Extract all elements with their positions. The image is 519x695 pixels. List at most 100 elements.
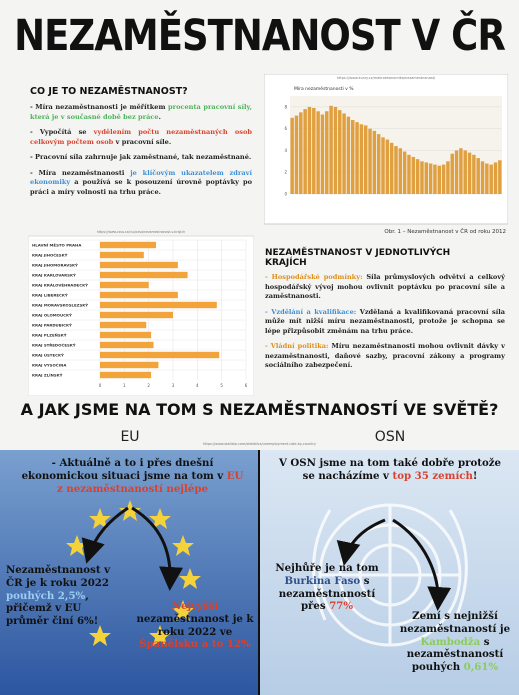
category-label: KRAJ ZLÍNSKÝ [32, 373, 63, 378]
bar [381, 137, 385, 194]
bar [100, 311, 173, 319]
bar [100, 361, 159, 369]
osn-right: Zemí s nejnižší nezaměstnaností je Kambo… [395, 610, 515, 674]
category-label: KRAJ ÚSTECKÝ [32, 353, 64, 358]
bar [428, 163, 433, 194]
world-source: https://www.statista.com/statistics/unem… [203, 442, 316, 446]
category-label: KRAJ PLZEŇSKÝ [32, 333, 67, 338]
intro-section: CO JE TO NEZAMĚSTNANOST? - Míra nezaměst… [30, 86, 252, 203]
bar [100, 301, 217, 309]
bar [100, 271, 188, 279]
bar [325, 111, 329, 194]
text: nezaměstnanost je k roku 2022 ve [136, 612, 254, 638]
category-label: KRAJ MORAVSKOSLEZSKÝ [32, 303, 88, 308]
text: v pracovní síle. [113, 137, 172, 146]
x-tick-label: 5 [220, 383, 223, 388]
bar [389, 142, 394, 194]
bar [320, 114, 325, 194]
highlight: 77% [329, 600, 354, 613]
text: - Vypočítá se [30, 128, 94, 137]
bar [441, 164, 446, 194]
eu-panel [0, 450, 259, 695]
bar [424, 162, 429, 194]
osn-top: V OSN jsme na tom také dobře protože se … [275, 457, 505, 483]
y-tick-label: 4 [284, 148, 287, 153]
text: Vzdělaná a kvalifikovaná pracovní síla m… [265, 307, 505, 335]
text: V OSN jsme na tom také dobře protože se … [278, 457, 502, 482]
bar [100, 341, 154, 349]
category-label: KRAJ KARLOVARSKÝ [32, 273, 76, 278]
bar [411, 156, 416, 194]
un-emblem [312, 503, 468, 647]
bar [485, 163, 489, 194]
bar [100, 261, 178, 269]
text: - Pracovní síla zahrnuje jak zaměstnané,… [30, 153, 252, 162]
bar [100, 241, 156, 249]
category-label: KRAJ JIHOČESKÝ [32, 253, 68, 258]
bar [294, 115, 299, 194]
bar [338, 110, 342, 194]
x-tick-label: 6 [245, 383, 248, 388]
osn-label: OSN [374, 429, 406, 445]
y-tick-label: 2 [284, 170, 287, 175]
highlight: procenta pracovní síly, která je v souča… [30, 103, 252, 121]
bar [316, 111, 320, 194]
bar [355, 122, 359, 194]
text: - Míra nezaměstnanosti je měřítkem [30, 103, 168, 111]
bar [394, 146, 398, 194]
bar [433, 164, 437, 194]
bullet: - Hospodářské podmínky: Síla průmyslovýc… [265, 273, 505, 302]
category-label: KRAJ OLOMOUCKÝ [32, 313, 72, 318]
text: - Míra nezaměstnanosti [30, 168, 131, 177]
bar [450, 153, 454, 194]
trend-chart: https://www.kurzy.cz/makroekonomika/neza… [264, 74, 508, 235]
text: a používá se k posouzení úrovně poptávky… [30, 178, 252, 196]
bullet-label: - Vzdělání a kvalifikace: [265, 307, 357, 316]
bar [333, 106, 338, 194]
x-tick-label: 3 [172, 383, 175, 388]
bullet: - Vládní politika: Míru nezaměstnanosti … [265, 342, 505, 371]
osn-left: Nejhůře je na tom Burkina Faso s nezaměs… [272, 562, 382, 613]
bar [437, 165, 441, 194]
text: . [158, 112, 161, 121]
bar [398, 148, 403, 194]
paragraph: - Míra nezaměstnanosti je měřítkem proce… [30, 103, 252, 122]
bar [100, 291, 178, 299]
bar [407, 154, 411, 194]
category-label: KRAJ LIBERECKÝ [32, 293, 68, 298]
bar [415, 159, 420, 194]
bar [459, 148, 463, 194]
eu-label: EU [120, 429, 140, 445]
highlight: Španělsku a to 12% [139, 638, 251, 651]
highlight: je klíčovým ukazatelem zdraví ekonomiky [30, 168, 252, 187]
text: s nezaměstnaností pouhých [406, 635, 504, 674]
paragraph: - Vypočítá se vydělením počtu nezaměstna… [30, 128, 252, 147]
highlight: pouhých 2,5% [6, 589, 86, 602]
bar [100, 371, 152, 379]
chart-title: Míra nezaměstnanosti v % [294, 85, 354, 92]
chart-caption: Obr. 1 – Nezaměstnanost v ČR od roku 201… [384, 228, 506, 235]
bar [100, 321, 147, 329]
y-tick-label: 8 [284, 104, 287, 109]
paragraph: - Míra nezaměstnanosti je klíčovým ukaza… [30, 169, 252, 198]
bar [402, 151, 407, 194]
category-label: HLAVNÍ MĚSTO PRAHA [32, 243, 81, 248]
bar [385, 139, 390, 194]
poster-title: NEZAMĚSTNANOST V ČR [14, 10, 506, 61]
world-heading: A JAK JSME NA TOM S NEZAMĚSTNANOSTÍ VE S… [20, 400, 499, 419]
text: Nejhůře je na tom [275, 562, 379, 574]
bar [420, 161, 424, 194]
bar [342, 113, 346, 194]
category-label: KRAJ JIHOMORAVSKÝ [32, 263, 78, 268]
y-tick-label: 0 [284, 192, 287, 197]
bar [489, 164, 493, 194]
text: Nezaměstnanost v ČR je k roku 2022 [6, 564, 110, 589]
bullet-label: - Vládní politika: [265, 342, 329, 351]
bar [363, 125, 368, 194]
bar [498, 160, 502, 194]
bar [290, 117, 294, 194]
bar [307, 106, 312, 194]
panels-background [0, 450, 519, 695]
bar [346, 116, 351, 194]
